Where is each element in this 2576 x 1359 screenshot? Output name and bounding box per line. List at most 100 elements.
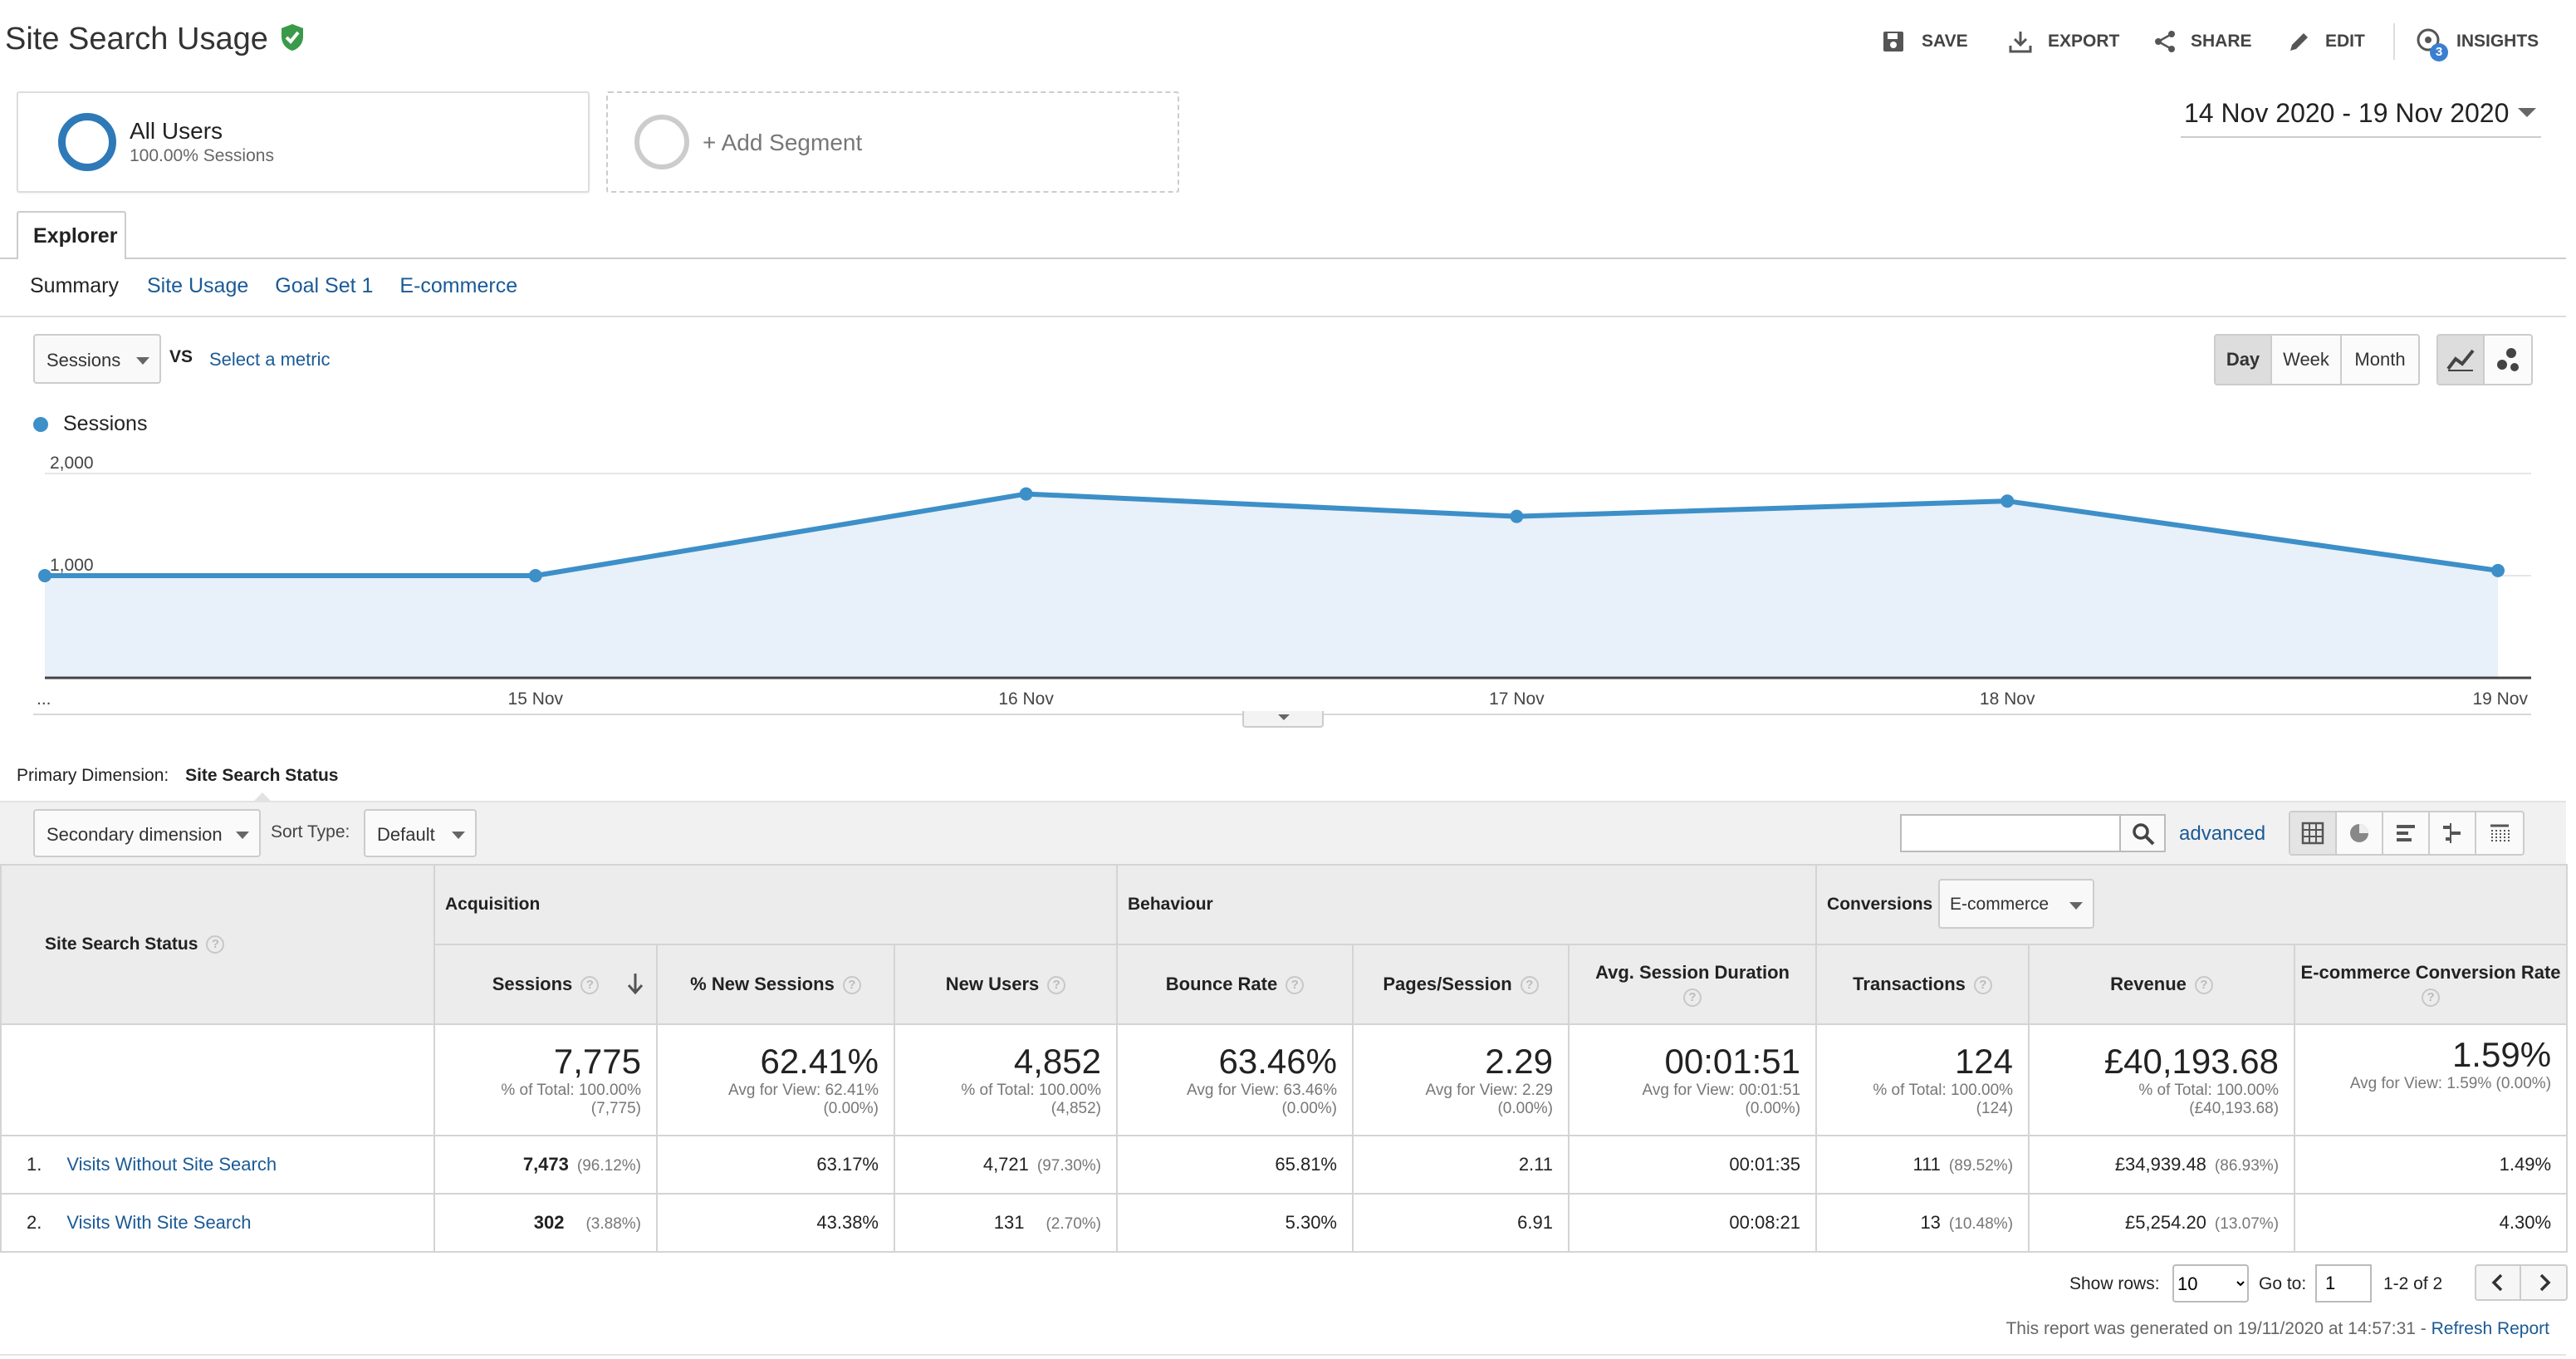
secondary-dimension-dropdown[interactable]: Secondary dimension bbox=[33, 809, 261, 857]
tab-explorer[interactable]: Explorer bbox=[17, 211, 126, 259]
col-conversion-rate[interactable]: E-commerce Conversion Rate? bbox=[2294, 944, 2569, 1025]
pie-view-button[interactable] bbox=[2337, 812, 2383, 854]
segment-circle-icon bbox=[58, 113, 116, 171]
x-tick-label: ... bbox=[37, 689, 51, 709]
conversions-goal-dropdown[interactable]: E-commerce bbox=[1938, 879, 2095, 929]
save-button[interactable]: SAVE bbox=[1882, 27, 1968, 56]
row-link[interactable]: Visits Without Site Search bbox=[66, 1154, 277, 1175]
totals-row: 7,775% of Total: 100.00% (7,775) 62.41% Av… bbox=[0, 1023, 2569, 1136]
total-transactions-sub2: (124) bbox=[1976, 1100, 2014, 1117]
week-button[interactable]: Week bbox=[2272, 336, 2342, 384]
col-avg-duration[interactable]: Avg. Session Duration? bbox=[1567, 944, 1818, 1025]
show-rows-select[interactable]: 10 bbox=[2172, 1264, 2249, 1303]
help-icon: ? bbox=[2422, 989, 2441, 1008]
goto-input[interactable] bbox=[2315, 1264, 2372, 1303]
total-pages-sub1: Avg for View: 2.29 bbox=[1425, 1082, 1553, 1099]
comparison-icon bbox=[2443, 823, 2461, 843]
pivot-icon bbox=[2490, 824, 2510, 842]
data-point bbox=[1019, 487, 1033, 501]
cell-revenue: £5,254.20 (13.07%) bbox=[2028, 1193, 2296, 1253]
edit-button[interactable]: EDIT bbox=[2287, 27, 2365, 56]
performance-view-button[interactable] bbox=[2383, 812, 2430, 854]
insights-button[interactable]: 3 INSIGHTS bbox=[2415, 27, 2539, 61]
next-page-button[interactable] bbox=[2521, 1266, 2566, 1299]
help-icon: ? bbox=[1683, 989, 1702, 1008]
help-icon: ? bbox=[2194, 976, 2213, 995]
subtab-ecommerce[interactable]: E-commerce bbox=[399, 274, 518, 297]
report-table: Site Search Status? Acquisition Behaviou… bbox=[0, 864, 2569, 1253]
cell-transactions-value: 111 bbox=[1912, 1154, 1941, 1175]
cell-duration: 00:08:21 bbox=[1567, 1193, 1818, 1253]
acquisition-group: Acquisition bbox=[433, 864, 1118, 945]
chevron-right-icon bbox=[2539, 1273, 2551, 1292]
select-metric-link[interactable]: Select a metric bbox=[209, 349, 331, 370]
col-new-users[interactable]: New Users? bbox=[894, 944, 1118, 1025]
grid-icon bbox=[2301, 822, 2324, 845]
day-button[interactable]: Day bbox=[2216, 336, 2272, 384]
refresh-report-link[interactable]: Refresh Report bbox=[2431, 1319, 2549, 1338]
col-pages-session[interactable]: Pages/Session? bbox=[1352, 944, 1570, 1025]
dimension-header[interactable]: Site Search Status? bbox=[0, 864, 435, 1025]
line-chart-button[interactable] bbox=[2438, 336, 2485, 384]
total-new-users-sub2: (4,852) bbox=[1050, 1100, 1101, 1117]
table-search-input[interactable] bbox=[1900, 814, 2121, 852]
subtab-summary[interactable]: Summary bbox=[30, 274, 119, 297]
pencil-icon bbox=[2290, 33, 2308, 51]
row-link[interactable]: Visits With Site Search bbox=[66, 1212, 252, 1233]
sort-type-dropdown[interactable]: Default bbox=[364, 809, 477, 857]
primary-dim-value[interactable]: Site Search Status bbox=[185, 766, 339, 785]
segment-all-users[interactable]: All Users 100.00% Sessions bbox=[17, 91, 590, 193]
x-tick-label: 16 Nov bbox=[998, 689, 1054, 709]
row-dimension: 2. Visits With Site Search bbox=[0, 1193, 435, 1253]
conversions-group: Conversions E-commerce bbox=[1815, 864, 2569, 945]
col-bounce-rate[interactable]: Bounce Rate? bbox=[1116, 944, 1354, 1025]
sessions-line bbox=[45, 491, 2499, 578]
col-revenue[interactable]: Revenue? bbox=[2028, 944, 2296, 1025]
share-button[interactable]: SHARE bbox=[2152, 27, 2252, 56]
month-button[interactable]: Month bbox=[2342, 336, 2418, 384]
motion-chart-button[interactable] bbox=[2485, 336, 2531, 384]
total-sessions-sub2: (7,775) bbox=[590, 1100, 641, 1117]
col-transactions[interactable]: Transactions? bbox=[1815, 944, 2030, 1025]
metric-dropdown[interactable]: Sessions bbox=[33, 334, 161, 384]
total-revenue-sub2: (£40,193.68) bbox=[2189, 1100, 2280, 1117]
collapse-chart-handle[interactable] bbox=[1242, 711, 1324, 728]
total-duration-sub1: Avg for View: 00:01:51 bbox=[1642, 1082, 1801, 1099]
comparison-view-button[interactable] bbox=[2430, 812, 2476, 854]
primary-dim-label: Primary Dimension: bbox=[17, 766, 169, 785]
total-pages-value: 2.29 bbox=[1485, 1042, 1553, 1081]
table-row: 1. Visits Without Site Search 7,473 (96.12… bbox=[0, 1135, 2569, 1195]
subtab-site-usage[interactable]: Site Usage bbox=[146, 274, 249, 297]
goto-label: Go to: bbox=[2259, 1274, 2307, 1293]
export-label: EXPORT bbox=[2048, 32, 2120, 51]
tab-rule bbox=[0, 258, 2566, 259]
advanced-link[interactable]: advanced bbox=[2179, 822, 2266, 845]
pivot-view-button[interactable] bbox=[2476, 812, 2523, 854]
table-search-button[interactable] bbox=[2119, 814, 2166, 852]
page-nav bbox=[2475, 1264, 2568, 1301]
table-view-toggle bbox=[2289, 811, 2525, 856]
cell-pages: 2.11 bbox=[1352, 1135, 1570, 1195]
total-new-sessions-sub2: (0.00%) bbox=[823, 1100, 879, 1117]
date-range-text: 14 Nov 2020 - 19 Nov 2020 bbox=[2184, 98, 2510, 128]
primary-dim-pointer bbox=[254, 792, 271, 801]
export-button[interactable]: EXPORT bbox=[2008, 27, 2119, 56]
subtab-goal-set[interactable]: Goal Set 1 bbox=[275, 274, 374, 297]
cell-revenue-value: £34,939.48 bbox=[2114, 1154, 2206, 1175]
date-range-picker[interactable]: 14 Nov 2020 - 19 Nov 2020 bbox=[2181, 91, 2541, 138]
help-icon: ? bbox=[206, 935, 225, 954]
col-sessions[interactable]: Sessions? bbox=[433, 944, 658, 1025]
week-label: Week bbox=[2283, 349, 2329, 370]
cell-new-users-pct: (97.30%) bbox=[1036, 1157, 1101, 1175]
col-new-sessions[interactable]: % New Sessions? bbox=[656, 944, 895, 1025]
data-point bbox=[1510, 509, 1524, 523]
data-view-button[interactable] bbox=[2290, 812, 2337, 854]
edit-label: EDIT bbox=[2325, 32, 2365, 51]
chevron-down-icon bbox=[2069, 902, 2084, 910]
prev-page-button[interactable] bbox=[2476, 1266, 2521, 1299]
cell-duration: 00:01:35 bbox=[1567, 1135, 1818, 1195]
cell-sessions: 302 (3.88%) bbox=[433, 1193, 658, 1253]
col-conversion-rate-label: E-commerce Conversion Rate bbox=[2300, 961, 2561, 983]
behaviour-group: Behaviour bbox=[1115, 864, 1818, 945]
add-segment-button[interactable]: + Add Segment bbox=[606, 91, 1179, 193]
